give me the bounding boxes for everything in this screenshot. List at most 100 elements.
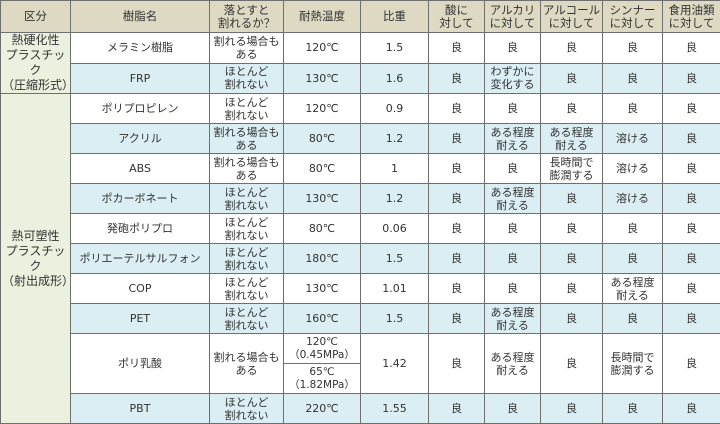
gravity-cell: 1.55	[361, 394, 429, 424]
resin-name-cell: メラミン樹脂	[71, 33, 210, 64]
heat-resistance-cell: 80℃	[284, 214, 361, 244]
gravity-cell: 1.01	[361, 274, 429, 304]
gravity-cell: 1.5	[361, 33, 429, 64]
heat-resistance-cell: 80℃	[284, 154, 361, 184]
oil-cell: 良	[663, 274, 720, 304]
alkali-cell: 良	[485, 274, 541, 304]
thinner-cell: 良	[603, 394, 663, 424]
acid-cell: 良	[429, 184, 485, 214]
gravity-cell: 1	[361, 154, 429, 184]
alcohol-cell: 良	[541, 184, 603, 214]
drop-break-cell: 割れる場合も ある	[210, 334, 284, 394]
acid-cell: 良	[429, 124, 485, 154]
alcohol-cell: 良	[541, 214, 603, 244]
thinner-cell: 長時間で 膨潤する	[603, 334, 663, 394]
drop-break-cell: 割れる場合も ある	[210, 33, 284, 64]
alkali-cell: 良	[485, 244, 541, 274]
drop-break-cell: ほとんど 割れない	[210, 94, 284, 124]
acid-cell: 良	[429, 244, 485, 274]
alcohol-cell: 良	[541, 33, 603, 64]
acid-cell: 良	[429, 334, 485, 394]
drop-break-cell: ほとんど 割れない	[210, 214, 284, 244]
header-specific-gravity: 比重	[361, 1, 429, 33]
resin-name-cell: ポリエーテルサルフォン	[71, 244, 210, 274]
alcohol-cell: 良	[541, 304, 603, 334]
resin-name-cell: PBT	[71, 394, 210, 424]
header-heat-resistance: 耐熱温度	[284, 1, 361, 33]
resin-name-cell: ポリプロピレン	[71, 94, 210, 124]
header-drop-break: 落とすと 割れるか？	[210, 1, 284, 33]
oil-cell: 良	[663, 124, 720, 154]
category-cell: 熱硬化性 プラスチック （圧縮形式）	[1, 33, 71, 94]
oil-cell: 良	[663, 63, 720, 94]
heat-resistance-cell: 130℃	[284, 274, 361, 304]
heat-resistance-cell: 180℃	[284, 244, 361, 274]
alkali-cell: ある程度 耐える	[485, 184, 541, 214]
header-acid: 酸に 対して	[429, 1, 485, 33]
alkali-cell: 良	[485, 33, 541, 64]
acid-cell: 良	[429, 154, 485, 184]
heat-resistance-cell: 120℃	[284, 94, 361, 124]
thinner-cell: 溶ける	[603, 184, 663, 214]
category-cell: 熱可塑性 プラスチック （射出成形）	[1, 94, 71, 424]
header-thinner: シンナー に対して	[603, 1, 663, 33]
drop-break-cell: ほとんど 割れない	[210, 304, 284, 334]
gravity-cell: 0.9	[361, 94, 429, 124]
acid-cell: 良	[429, 274, 485, 304]
heat-resistance-cell: 220℃	[284, 394, 361, 424]
thinner-cell: 良	[603, 63, 663, 94]
header-edible-oil: 食用油類 に対して	[663, 1, 720, 33]
thinner-cell: 良	[603, 94, 663, 124]
alkali-cell: 良	[485, 214, 541, 244]
heat-resistance-cell: 80℃	[284, 124, 361, 154]
oil-cell: 良	[663, 334, 720, 394]
heat-resistance-cell: 120℃ （0.45MPa）	[284, 334, 361, 364]
drop-break-cell: 割れる場合も ある	[210, 124, 284, 154]
alkali-cell: ある程度 耐える	[485, 124, 541, 154]
thinner-cell: 良	[603, 304, 663, 334]
heat-resistance-cell: 130℃	[284, 63, 361, 94]
drop-break-cell: ほとんど 割れない	[210, 244, 284, 274]
acid-cell: 良	[429, 304, 485, 334]
alcohol-cell: 良	[541, 244, 603, 274]
gravity-cell: 0.06	[361, 214, 429, 244]
acid-cell: 良	[429, 394, 485, 424]
thinner-cell: 良	[603, 33, 663, 64]
acid-cell: 良	[429, 33, 485, 64]
oil-cell: 良	[663, 244, 720, 274]
alkali-cell: 良	[485, 94, 541, 124]
alkali-cell: 良	[485, 154, 541, 184]
oil-cell: 良	[663, 214, 720, 244]
alkali-cell: わずかに 変化する	[485, 63, 541, 94]
oil-cell: 良	[663, 394, 720, 424]
resin-name-cell: FRP	[71, 63, 210, 94]
header-resin-name: 樹脂名	[71, 1, 210, 33]
drop-break-cell: ほとんど 割れない	[210, 184, 284, 214]
resin-name-cell: COP	[71, 274, 210, 304]
resin-name-cell: アクリル	[71, 124, 210, 154]
heat-resistance-cell: 160℃	[284, 304, 361, 334]
thinner-cell: 良	[603, 244, 663, 274]
heat-resistance-cell: 65℃ （1.82MPa）	[284, 364, 361, 394]
drop-break-cell: ほとんど 割れない	[210, 63, 284, 94]
gravity-cell: 1.5	[361, 244, 429, 274]
acid-cell: 良	[429, 214, 485, 244]
drop-break-cell: ほとんど 割れない	[210, 394, 284, 424]
resin-name-cell: PET	[71, 304, 210, 334]
acid-cell: 良	[429, 94, 485, 124]
alcohol-cell: 良	[541, 63, 603, 94]
resin-name-cell: ポリ乳酸	[71, 334, 210, 394]
alkali-cell: 良	[485, 394, 541, 424]
alkali-cell: ある程度 耐える	[485, 304, 541, 334]
alcohol-cell: 良	[541, 94, 603, 124]
thinner-cell: ある程度 耐える	[603, 274, 663, 304]
